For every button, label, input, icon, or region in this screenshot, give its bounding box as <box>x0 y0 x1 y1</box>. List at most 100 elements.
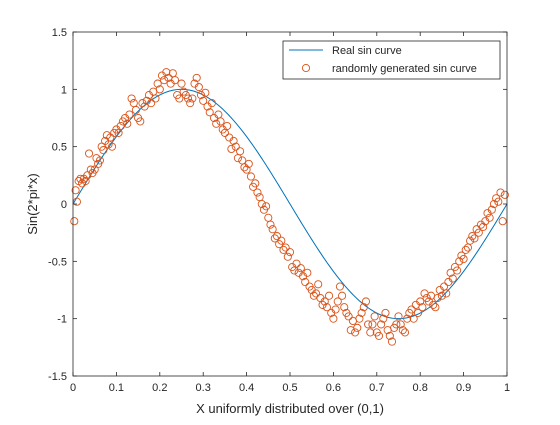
scatter-point <box>455 257 464 266</box>
scatter-point <box>123 119 132 128</box>
points-layer <box>70 68 509 346</box>
scatter-point <box>409 314 418 323</box>
legend-box <box>282 40 501 80</box>
scatter-point <box>177 79 186 88</box>
scatter-point <box>131 105 140 115</box>
scatter-point <box>364 320 373 329</box>
scatter-point <box>227 144 236 154</box>
scatter-point <box>136 117 145 126</box>
scatter-point <box>268 225 277 234</box>
scatter-point <box>142 96 151 105</box>
scatter-point <box>266 220 275 229</box>
scatter-point <box>322 303 331 312</box>
scatter-point <box>253 188 262 197</box>
x-tick-label: 0.9 <box>456 382 471 394</box>
scatter-point <box>474 228 483 237</box>
y-tick-label: 0 <box>61 199 67 211</box>
scatter-point <box>236 147 245 156</box>
scatter-point <box>377 320 386 329</box>
scatter-point <box>374 331 384 340</box>
scatter-point <box>223 121 232 131</box>
scatter-point <box>155 85 164 94</box>
scatter-point <box>381 308 390 317</box>
scatter-point <box>246 172 255 181</box>
scatter-point <box>437 291 446 300</box>
scatter-point <box>244 159 253 168</box>
scatter-point <box>196 91 206 100</box>
x-tick-label: 0 <box>70 382 76 394</box>
scatter-point <box>400 328 410 337</box>
y-tick-label: 1 <box>61 84 67 96</box>
scatter-point <box>151 94 160 103</box>
scatter-point <box>494 197 503 206</box>
scatter-point <box>108 142 117 151</box>
y-tick-label: -1 <box>57 314 67 326</box>
scatter-point <box>251 179 260 188</box>
y-tick-label: -1.5 <box>48 371 67 383</box>
scatter-point <box>277 236 286 245</box>
y-tick-label: 1.5 <box>52 27 67 39</box>
scatter-point <box>262 202 271 211</box>
x-tick-label: 0.1 <box>109 382 124 394</box>
scatter-point <box>296 264 305 273</box>
scatter-point <box>461 245 470 254</box>
scatter-point <box>459 254 468 264</box>
scatter-point <box>335 282 344 291</box>
scatter-point <box>429 300 438 309</box>
scatter-point <box>99 146 108 155</box>
scatter-point <box>170 76 180 85</box>
scatter-point <box>199 96 208 105</box>
scatter-point <box>394 312 403 321</box>
scatter-point <box>453 266 462 275</box>
scatter-point <box>498 217 507 226</box>
scatter-point <box>175 94 184 103</box>
scatter-point <box>314 280 323 289</box>
scatter-point <box>201 88 210 97</box>
x-tick-label: 0.7 <box>369 382 384 394</box>
scatter-point <box>125 110 134 119</box>
scatter-point <box>162 68 171 77</box>
scatter-point <box>485 213 494 222</box>
scatter-point <box>489 199 499 209</box>
scatter-point <box>281 243 290 252</box>
x-tick-label: 0.2 <box>152 382 167 394</box>
scatter-point <box>186 99 195 108</box>
scatter-point <box>183 94 193 103</box>
scatter-point <box>496 188 505 197</box>
x-tick-label: 0.4 <box>239 382 254 394</box>
scatter-point <box>83 171 92 180</box>
scatter-point <box>76 174 85 183</box>
scatter-point <box>448 274 457 283</box>
x-axis-label: X uniformly distributed over (0,1) <box>196 401 384 416</box>
scatter-point <box>468 232 477 241</box>
scatter-point <box>466 236 475 245</box>
scatter-point <box>311 289 321 298</box>
y-axis-ticks: -1.5 -1 -0.5 0 0.5 1 1.5 <box>48 27 507 383</box>
scatter-point <box>344 312 353 321</box>
y-tick-label: -0.5 <box>48 256 67 268</box>
scatter-point <box>340 303 349 312</box>
y-axis-label: Sin(2*pi*x) <box>25 173 40 234</box>
scatter-point <box>303 268 312 277</box>
scatter-point <box>127 94 136 103</box>
scatter-point <box>231 142 240 151</box>
scatter-point <box>361 297 371 306</box>
scatter-point <box>71 186 80 195</box>
scatter-point <box>194 82 203 92</box>
scatter-point <box>242 165 251 174</box>
scatter-point <box>140 102 149 111</box>
legend-marker-swatch <box>301 63 311 73</box>
scatter-point <box>433 293 442 303</box>
scatter-point <box>353 323 362 332</box>
x-tick-label: 0.6 <box>326 382 341 394</box>
scatter-point <box>325 291 334 300</box>
scatter-point <box>329 314 338 323</box>
scatter-point <box>212 119 221 128</box>
scatter-point <box>351 328 360 337</box>
scatter-point <box>283 252 292 261</box>
x-tick-label: 0.8 <box>413 382 428 394</box>
scatter-point <box>160 76 169 85</box>
scatter-point <box>257 199 266 209</box>
